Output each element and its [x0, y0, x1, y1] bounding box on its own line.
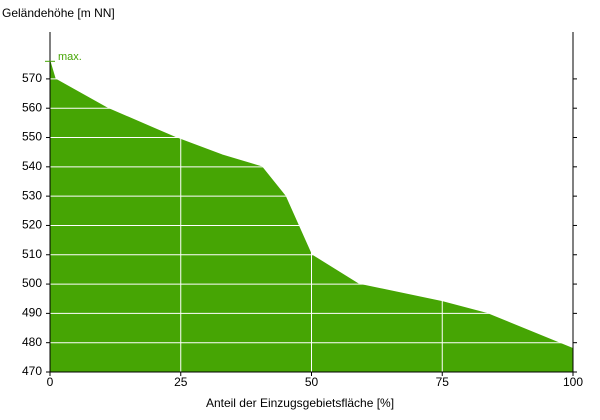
y-tick-label: 550	[22, 130, 42, 144]
y-axis-label: Geländehöhe [m NN]	[2, 6, 115, 20]
y-tick-label: 560	[22, 100, 42, 114]
y-tick-label: 470	[22, 364, 42, 378]
x-tick-label: 0	[47, 375, 54, 389]
y-tick-label: 540	[22, 159, 42, 173]
y-tick-label: 510	[22, 247, 42, 261]
x-tick-label: 75	[436, 375, 450, 389]
y-tick-label: 530	[22, 188, 42, 202]
y-tick-label: 500	[22, 276, 42, 290]
x-axis-label: Anteil der Einzugsgebietsfläche [%]	[206, 396, 394, 410]
y-tick-label: 520	[22, 218, 42, 232]
y-tick-label: 480	[22, 335, 42, 349]
x-tick-label: 100	[563, 375, 583, 389]
y-tick-label: 490	[22, 306, 42, 320]
x-tick-label: 50	[305, 375, 319, 389]
x-tick-label: 25	[174, 375, 188, 389]
y-tick-label: 570	[22, 71, 42, 85]
annotation: max.	[58, 51, 82, 63]
